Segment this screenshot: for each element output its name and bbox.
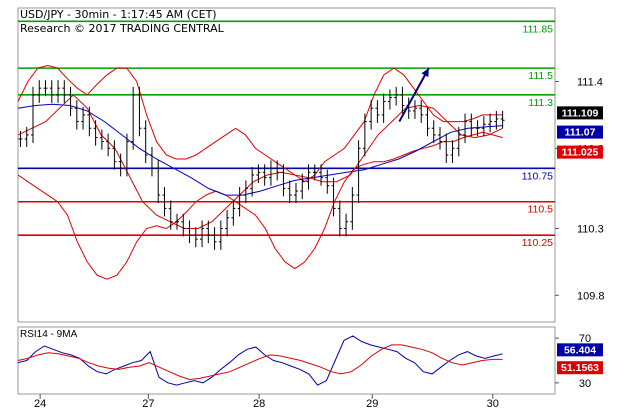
main-panel-frame: [17, 7, 556, 323]
rsi-y-tick-label: 70: [579, 333, 591, 345]
fast-ma-line: [17, 94, 503, 229]
rsi-y-tick-label: 30: [579, 378, 591, 390]
x-tick-label: 30: [487, 398, 499, 410]
level-label: 111.3: [528, 97, 553, 109]
chart-title: USD/JPY - 30min - 1:17:45 AM (CET): [20, 8, 217, 21]
chart-copyright: Research © 2017 TRADING CENTRAL: [20, 22, 224, 35]
rsi-badge-label: 51.1563: [561, 362, 599, 374]
price-badge-label: 111.07: [565, 127, 596, 139]
lower-band-line: [17, 131, 503, 280]
rsi-title: RSI14 - 9MA: [20, 329, 78, 340]
projection-arrow-head: [421, 68, 429, 78]
level-label: 111.85: [522, 23, 553, 35]
level-label: 110.5: [528, 204, 554, 216]
y-tick-label: 109.8: [577, 290, 605, 302]
price-badge-label: 111.109: [562, 107, 599, 119]
y-tick-label: 110.3: [577, 223, 604, 235]
price-badge: [557, 145, 603, 159]
level-label: 110.25: [522, 237, 553, 249]
rsi-panel-frame: [17, 326, 556, 395]
x-tick-label: 28: [253, 398, 265, 410]
rsi-badge-label: 56.404: [564, 344, 596, 356]
x-tick-label: 24: [34, 398, 46, 410]
x-tick-label: 27: [142, 398, 154, 410]
slow-ma-line: [17, 103, 503, 196]
price-badge: [557, 125, 603, 139]
y-tick-label: 111.4: [577, 76, 603, 88]
projection-arrow-shaft: [398, 67, 430, 123]
level-label: 110.75: [522, 170, 553, 182]
x-tick-label: 29: [366, 398, 378, 410]
rsi-line: [17, 335, 503, 386]
price-badge: [557, 106, 603, 120]
rsi-badge: [557, 361, 603, 375]
upper-band-line: [17, 64, 503, 183]
rsi-ma-line: [17, 344, 503, 381]
rsi-badge: [557, 343, 603, 357]
price-badge-label: 111.025: [562, 147, 599, 159]
level-label: 111.5: [528, 70, 553, 82]
